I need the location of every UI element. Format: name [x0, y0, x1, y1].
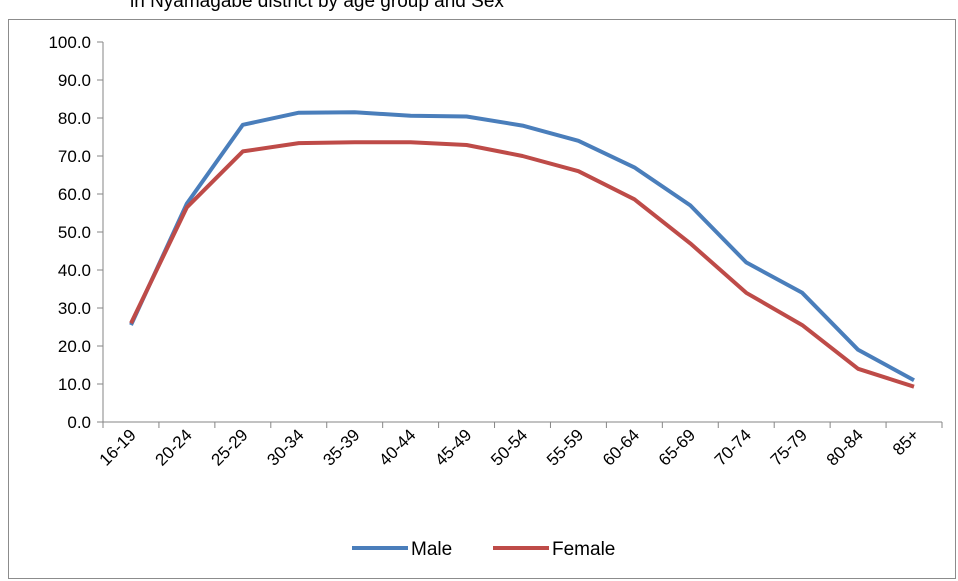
legend-label-female: Female [552, 539, 615, 560]
y-tick-label: 10.0 [58, 375, 91, 394]
y-tick-label: 100.0 [48, 33, 91, 52]
y-tick-label: 40.0 [58, 261, 91, 280]
y-tick-label: 60.0 [58, 185, 91, 204]
x-tick-label: 65-69 [655, 425, 699, 469]
y-tick-label: 80.0 [58, 109, 91, 128]
x-tick-label: 80-84 [823, 425, 867, 469]
x-tick-label: 16-19 [96, 425, 140, 469]
x-tick-label: 20-24 [152, 425, 196, 469]
y-tick-label: 70.0 [58, 147, 91, 166]
series-line-male [129, 110, 915, 382]
x-tick-label: 75-79 [767, 425, 811, 469]
y-tick-label: 30.0 [58, 299, 91, 318]
y-tick-label: 20.0 [58, 337, 91, 356]
legend-label-male: Male [411, 539, 452, 560]
x-tick-label: 45-49 [431, 425, 475, 469]
x-tick-label: 30-34 [263, 425, 307, 469]
x-tick-label: 40-44 [375, 425, 419, 469]
y-tick-label: 50.0 [58, 223, 91, 242]
x-tick-label: 55-59 [543, 425, 587, 469]
x-tick-label: 50-54 [487, 425, 531, 469]
chart-frame [8, 19, 956, 579]
x-tick-label: 70-74 [711, 425, 755, 469]
y-tick-label: 90.0 [58, 71, 91, 90]
x-tick-label: 25-29 [207, 425, 251, 469]
x-tick-label: 85+ [889, 425, 923, 459]
series-line-female [129, 140, 915, 389]
y-tick-label: 0.0 [67, 413, 91, 432]
page-title: in Nyamagabe district by age group and S… [130, 0, 504, 12]
x-tick-label: 60-64 [599, 425, 643, 469]
x-tick-label: 35-39 [319, 425, 363, 469]
